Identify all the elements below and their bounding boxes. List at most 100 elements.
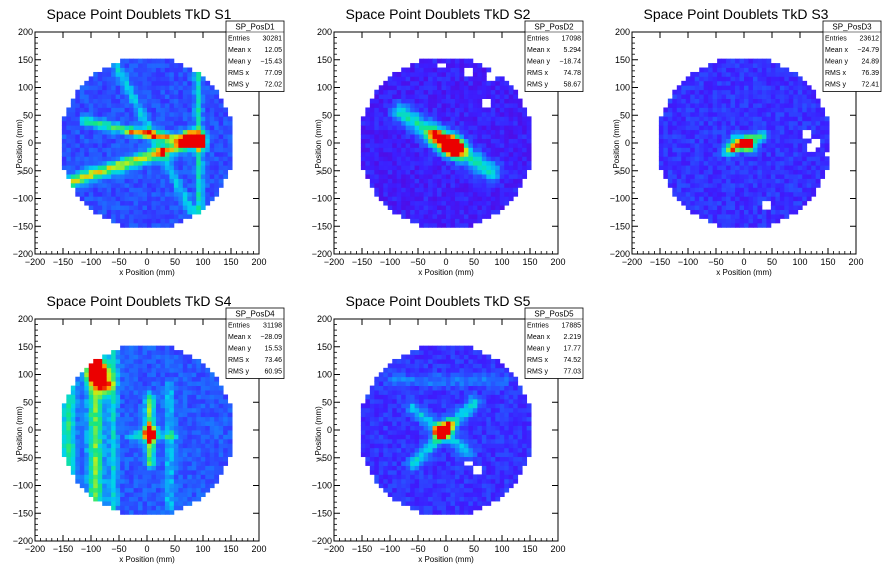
heatmap-cell bbox=[730, 151, 736, 157]
heatmap-cell bbox=[681, 94, 687, 99]
heatmap-cell bbox=[120, 205, 125, 210]
heatmap-cell bbox=[481, 174, 487, 179]
heatmap-cell bbox=[151, 385, 157, 391]
heatmap-cell bbox=[703, 143, 709, 148]
heatmap-cell bbox=[793, 205, 799, 210]
heatmap-cell bbox=[173, 492, 179, 497]
heatmap-cell bbox=[360, 120, 366, 126]
heatmap-cell bbox=[200, 169, 206, 175]
heatmap-cell bbox=[120, 222, 125, 228]
heatmap-cell bbox=[173, 205, 179, 210]
heatmap-cell bbox=[209, 469, 215, 475]
heatmap-cell bbox=[757, 120, 763, 126]
heatmap-cell bbox=[667, 147, 673, 153]
heatmap-cell bbox=[120, 385, 125, 391]
heatmap-cell bbox=[766, 67, 772, 73]
heatmap-cell bbox=[111, 214, 117, 219]
heatmap-cell bbox=[115, 178, 121, 184]
heatmap-cell bbox=[681, 151, 687, 157]
heatmap-cell bbox=[517, 111, 523, 117]
heatmap-cell bbox=[428, 209, 433, 215]
heatmap-cell bbox=[365, 111, 371, 117]
heatmap-cell bbox=[102, 143, 108, 148]
heatmap-cell bbox=[138, 103, 143, 108]
heatmap-cell bbox=[164, 116, 170, 122]
heatmap-cell bbox=[703, 165, 709, 171]
heatmap-cell bbox=[721, 209, 727, 215]
heatmap-cell bbox=[79, 416, 85, 422]
heatmap-cell bbox=[717, 209, 722, 215]
heatmap-cell bbox=[115, 143, 121, 148]
heatmap-cell bbox=[75, 456, 81, 462]
heatmap-cell bbox=[730, 169, 736, 175]
heatmap-cell bbox=[142, 416, 148, 422]
heatmap-cell bbox=[811, 120, 817, 126]
heatmap-cell bbox=[160, 125, 166, 131]
heatmap-cell bbox=[93, 376, 99, 382]
x-tick-label: 100 bbox=[195, 257, 210, 267]
heatmap-cell bbox=[708, 125, 714, 131]
heatmap-cell bbox=[784, 187, 790, 193]
heatmap-cell bbox=[663, 111, 669, 117]
heatmap-cell bbox=[432, 187, 438, 193]
heatmap-cell bbox=[676, 85, 682, 91]
heatmap-cell bbox=[522, 111, 528, 117]
heatmap-cell bbox=[486, 156, 492, 162]
heatmap-cell bbox=[414, 85, 420, 91]
heatmap-cell bbox=[405, 111, 411, 117]
heatmap-cell bbox=[459, 63, 465, 68]
heatmap-cell bbox=[111, 67, 117, 73]
heatmap-cell bbox=[155, 120, 161, 126]
heatmap-cell bbox=[681, 191, 687, 197]
heatmap-cell bbox=[160, 456, 166, 462]
heatmap-cell bbox=[142, 376, 148, 382]
heatmap-cell bbox=[757, 182, 763, 188]
heatmap-cell bbox=[115, 182, 121, 188]
heatmap-cell bbox=[396, 85, 402, 91]
heatmap-cell bbox=[703, 187, 709, 193]
heatmap-cell bbox=[396, 191, 402, 197]
heatmap-cell bbox=[75, 178, 81, 184]
heatmap-cell bbox=[757, 111, 763, 117]
heatmap-cell bbox=[513, 187, 519, 193]
heatmap-cell bbox=[187, 205, 193, 210]
heatmap-cell bbox=[93, 456, 99, 462]
heatmap-cell bbox=[169, 403, 175, 409]
heatmap-cell bbox=[129, 461, 134, 466]
heatmap-cell bbox=[160, 80, 166, 86]
heatmap-cell bbox=[735, 116, 740, 122]
heatmap-cell bbox=[66, 147, 72, 153]
heatmap-cell bbox=[155, 174, 161, 179]
heatmap-cell bbox=[481, 111, 487, 117]
heatmap-cell bbox=[102, 138, 108, 144]
heatmap-cell bbox=[97, 196, 103, 202]
heatmap-cell bbox=[504, 178, 510, 184]
heatmap-cell bbox=[124, 398, 130, 404]
heatmap-cell bbox=[70, 394, 76, 400]
heatmap-cell bbox=[160, 205, 166, 210]
heatmap-cell bbox=[124, 98, 130, 104]
heatmap-cell bbox=[459, 160, 465, 166]
heatmap-cell bbox=[815, 160, 821, 166]
y-tick-label: 50 bbox=[322, 110, 332, 120]
heatmap-cell bbox=[120, 345, 125, 351]
heatmap-cell bbox=[513, 169, 519, 175]
heatmap-cell bbox=[513, 120, 519, 126]
heatmap-cell bbox=[703, 98, 709, 104]
heatmap-cell bbox=[115, 496, 121, 502]
heatmap-cell bbox=[182, 200, 188, 206]
heatmap-cell bbox=[111, 363, 117, 369]
heatmap-cell bbox=[784, 67, 790, 73]
heatmap-cell bbox=[784, 205, 790, 210]
heatmap-cell bbox=[423, 89, 429, 95]
heatmap-cell bbox=[147, 363, 152, 369]
heatmap-cell bbox=[196, 394, 202, 400]
heatmap-cell bbox=[79, 398, 85, 404]
heatmap-cell bbox=[138, 196, 143, 202]
heatmap-cell bbox=[223, 147, 229, 153]
heatmap-cell bbox=[508, 178, 514, 184]
heatmap-cell bbox=[70, 147, 76, 153]
heatmap-cell bbox=[97, 129, 103, 135]
heatmap-cell bbox=[160, 367, 166, 373]
heatmap-cell bbox=[784, 151, 790, 157]
